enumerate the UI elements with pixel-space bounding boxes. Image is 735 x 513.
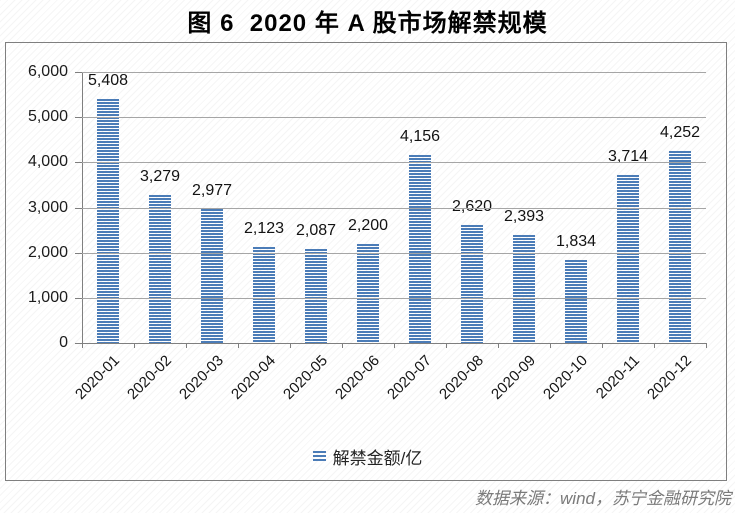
bar [253,247,275,343]
y-axis-tick [75,207,82,209]
bar [149,194,171,343]
bar-value-label: 4,156 [399,128,441,146]
x-axis-tick [550,343,551,348]
bar [357,243,379,343]
bar [305,248,327,343]
y-gridline [82,297,706,299]
bar [565,260,587,343]
y-axis-line [82,72,83,348]
bar-value-label: 2,087 [295,221,337,239]
legend-swatch-icon [312,451,326,462]
y-gridline [82,72,706,73]
y-axis-tick-label: 5,000 [27,108,68,126]
bar [409,155,431,343]
legend: 解禁金额/亿 [0,444,735,469]
bar-value-label: 2,123 [243,220,285,238]
x-axis-tick [446,343,447,348]
x-axis-tick [654,343,655,348]
x-axis-line [82,343,706,344]
x-axis-tick [498,343,499,348]
bar [201,208,223,343]
bar-value-label: 2,393 [503,207,545,225]
y-axis-tick-label: 4,000 [27,153,68,171]
y-gridline [82,117,706,119]
chart-frame [5,42,727,481]
bar [97,98,119,343]
y-axis-tick [75,252,82,254]
legend-label: 解禁金额/亿 [332,449,423,468]
bar [617,175,639,343]
data-source-note: 数据来源：wind，苏宁金融研究院 [475,489,731,508]
y-axis-tick [75,162,82,164]
y-gridline [82,252,706,254]
x-axis-tick [134,343,135,348]
x-axis-tick [290,343,291,348]
y-axis-tick [75,117,82,119]
bar-value-label: 2,977 [191,181,233,199]
chart-title: 图 6 2020 年 A 股市场解禁规模 [187,10,548,37]
x-axis-tick [394,343,395,348]
y-axis-tick-label: 2,000 [27,243,68,261]
bar [669,150,691,343]
x-axis-tick [186,343,187,348]
y-axis-tick-label: 6,000 [27,63,68,80]
y-axis-tick [75,72,82,73]
x-axis-tick [342,343,343,348]
bar-value-label: 3,279 [139,167,181,185]
y-axis-tick-label: 1,000 [27,288,68,306]
bar-value-label: 5,408 [87,71,129,89]
bar [461,224,483,343]
x-axis-tick [238,343,239,348]
bar-value-label: 2,620 [451,197,493,215]
bar-value-label: 3,714 [607,148,649,166]
y-axis-tick-label: 3,000 [27,198,68,216]
bar-value-label: 2,200 [347,216,389,234]
bar-value-label: 4,252 [659,123,701,141]
x-axis-tick [602,343,603,348]
y-axis-tick-label: 0 [59,334,68,351]
bar-value-label: 1,834 [555,233,597,251]
y-axis-tick [75,297,82,299]
y-axis-tick [75,343,82,344]
bar [513,234,535,343]
x-axis-tick [706,343,707,348]
y-gridline [82,162,706,164]
y-gridline [82,207,706,209]
